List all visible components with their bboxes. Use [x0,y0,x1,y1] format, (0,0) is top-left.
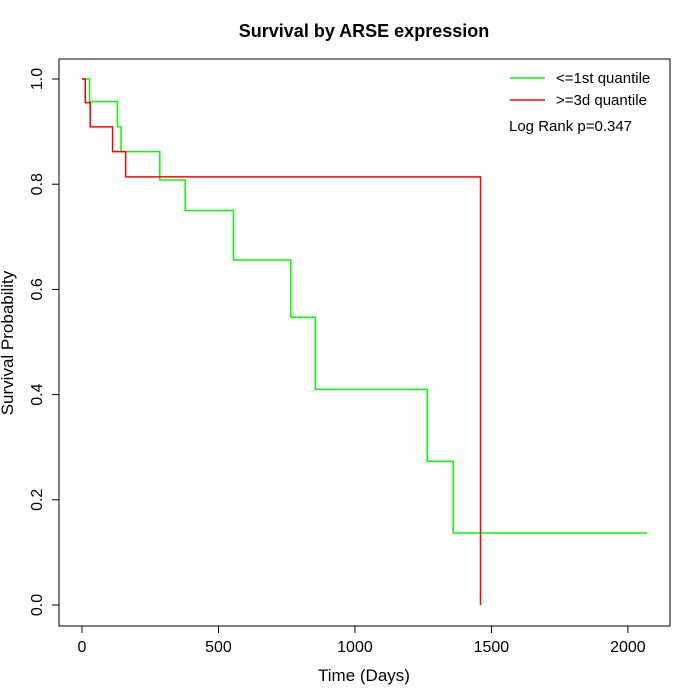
x-tick-label: 1500 [474,639,510,656]
log-rank-annotation: Log Rank p=0.347 [509,118,632,135]
legend-label-0: <=1st quantile [556,70,650,87]
series-line-1 [82,78,482,605]
y-tick-label: 0.8 [29,173,46,195]
y-axis: 0.0 0.2 0.4 0.6 0.8 1.0 [29,68,60,616]
series-layer [82,78,647,605]
series-line-0 [82,78,647,534]
x-axis: 0 500 1000 1500 2000 [78,625,646,656]
x-tick-label: 2000 [610,639,646,656]
y-tick-label: 0.2 [29,489,46,511]
y-tick-label: 0.4 [29,383,46,405]
y-tick-label: 1.0 [29,68,46,90]
y-tick-label: 0.6 [29,278,46,300]
x-tick-label: 0 [78,639,87,656]
legend: <=1st quantile >=3d quantile [510,70,650,109]
chart-title: Survival by ARSE expression [239,21,489,41]
x-tick-label: 500 [205,639,232,656]
x-tick-label: 1000 [337,639,373,656]
y-tick-label: 0.0 [29,594,46,616]
y-axis-label: Survival Probability [0,270,17,415]
x-axis-label: Time (Days) [318,666,410,685]
legend-label-1: >=3d quantile [556,92,647,109]
plot-frame [58,58,671,627]
